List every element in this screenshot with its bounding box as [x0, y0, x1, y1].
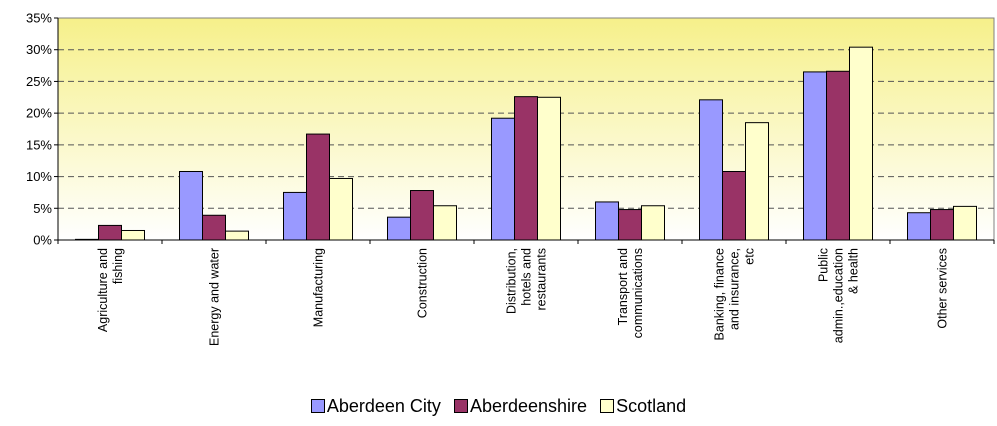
- bar: [306, 133, 330, 241]
- bar: [514, 96, 538, 241]
- bar: [745, 122, 769, 241]
- bar: [930, 209, 954, 241]
- bar: [595, 201, 619, 241]
- x-tick-label-line: Construction: [416, 248, 430, 318]
- bar: [121, 229, 145, 241]
- legend-item-aberdeen-city: Aberdeen City: [310, 396, 441, 417]
- bar: [618, 209, 642, 241]
- x-tick-label-line: Banking, finance: [713, 248, 727, 340]
- bar: [537, 96, 561, 241]
- bar: [641, 205, 665, 241]
- bar: [699, 99, 723, 241]
- y-tick-label: 5%: [33, 201, 52, 216]
- bar: [202, 214, 226, 241]
- y-tick-label: 10%: [26, 169, 52, 184]
- x-tick-label: Transport andcommunications: [616, 248, 645, 338]
- x-tick-label-line: restaurants: [535, 248, 549, 311]
- x-tick-label: Construction: [416, 248, 430, 318]
- legend-item-scotland: Scotland: [600, 396, 686, 417]
- bar: [433, 205, 457, 241]
- x-tick-label: Banking, financeand insurance,etc: [713, 248, 757, 340]
- x-tick-label-line: Agriculture and: [96, 248, 110, 332]
- bar: [329, 177, 353, 241]
- y-tick-label: 25%: [26, 74, 52, 89]
- x-tick-label-line: communications: [631, 248, 645, 338]
- bar: [98, 224, 122, 241]
- y-tick-label: 30%: [26, 42, 52, 57]
- bar: [179, 170, 203, 241]
- x-tick-label: Distribution,hotels andrestaurants: [505, 248, 549, 314]
- x-tick-label-line: fishing: [111, 248, 125, 284]
- legend-label: Scotland: [616, 396, 687, 416]
- x-tick-label: Manufacturing: [312, 248, 326, 327]
- x-tick-label-line: Distribution,: [505, 248, 519, 314]
- legend-swatch: [310, 399, 325, 413]
- x-tick-label-line: and insurance,: [728, 248, 742, 330]
- x-tick-label-line: Energy and water: [208, 248, 222, 346]
- bar: [722, 170, 746, 241]
- x-tick-label-line: Manufacturing: [312, 248, 326, 327]
- x-tick-label-line: admin.,education: [832, 248, 846, 343]
- legend-swatch: [600, 399, 615, 413]
- legend-swatch: [453, 399, 468, 413]
- bar: [803, 71, 827, 241]
- bar: [225, 230, 249, 241]
- legend-label: Aberdeen City: [326, 396, 441, 416]
- x-tick-label-line: Transport and: [616, 248, 630, 325]
- bar-chart: 0% 5% 10% 15% 20% 25% 30% 35% Agriculture andfi…: [26, 11, 995, 346]
- bar: [491, 117, 515, 241]
- x-axis: Agriculture andfishing Energy and water Ma…: [57, 239, 995, 346]
- bar: [953, 205, 977, 241]
- y-tick-label: 20%: [26, 106, 52, 121]
- x-tick-label: Agriculture andfishing: [96, 248, 125, 332]
- bar: [849, 46, 873, 241]
- x-tick-label-line: Public: [817, 248, 831, 282]
- x-tick-label: Other services: [936, 248, 950, 329]
- y-tick-label: 0%: [33, 233, 52, 248]
- bars: [75, 46, 977, 241]
- x-tick-label-line: etc: [743, 248, 757, 265]
- x-tick-label-line: Other services: [936, 248, 950, 329]
- x-tick-label: Publicadmin.,education& health: [817, 248, 861, 343]
- x-tick-label: Energy and water: [208, 248, 222, 346]
- bar: [387, 216, 411, 241]
- bar: [410, 190, 434, 241]
- legend-label: Aberdeenshire: [469, 396, 588, 416]
- y-axis: 0% 5% 10% 15% 20% 25% 30% 35%: [26, 11, 59, 248]
- y-tick-label: 35%: [26, 11, 52, 26]
- legend-item-aberdeenshire: Aberdeenshire: [453, 396, 588, 417]
- y-tick-label: 15%: [26, 137, 52, 152]
- x-tick-label-line: hotels and: [520, 248, 534, 306]
- x-tick-label-line: & health: [847, 248, 861, 294]
- bar: [826, 70, 850, 241]
- bar: [283, 191, 307, 241]
- legend: Aberdeen City Aberdeenshire Scotland: [0, 396, 997, 417]
- bar: [907, 212, 931, 241]
